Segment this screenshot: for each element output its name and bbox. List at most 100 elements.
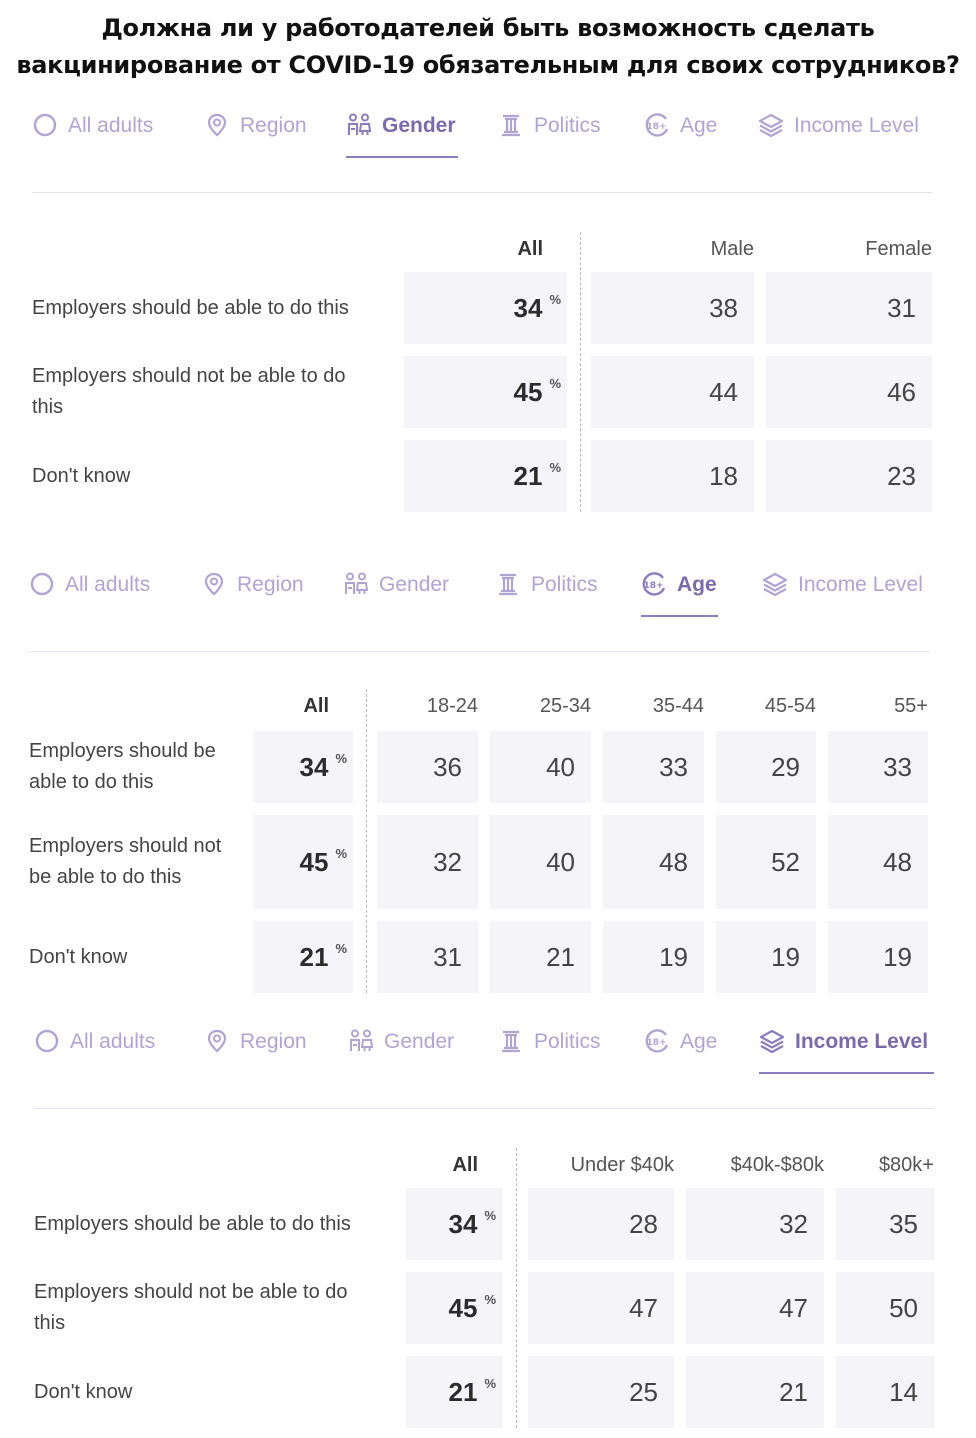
layers-icon: [759, 1028, 785, 1054]
cell-value: 52: [716, 815, 816, 909]
tab-label: Age: [680, 114, 718, 137]
tab-politics[interactable]: Politics: [495, 563, 598, 617]
tab-income-level[interactable]: Income Level: [762, 563, 923, 617]
row-label-able: Employers should be able to do this: [34, 1212, 351, 1235]
cell-value: 31: [377, 921, 478, 993]
tab-region[interactable]: Region: [204, 104, 307, 158]
tab-gender[interactable]: Gender: [343, 563, 449, 617]
tab-label: Income Level: [795, 1030, 929, 1053]
tab-label: All adults: [68, 114, 154, 137]
cell-value: 23: [766, 440, 932, 512]
cell-value: 47: [686, 1272, 824, 1344]
cell-all: 34%: [253, 731, 353, 803]
column-header: 18-24: [426, 695, 478, 717]
row-label-not_able: Employers should not be able to do this: [29, 835, 222, 888]
people-icon: [346, 112, 372, 138]
tab-politics[interactable]: Politics: [498, 1020, 601, 1074]
tab-all-adults[interactable]: All adults: [32, 104, 153, 158]
percent-sign: %: [335, 751, 347, 766]
title-line-1: Должна ли у работодателей быть возможнос…: [101, 14, 875, 42]
tab-income-level[interactable]: Income Level: [758, 104, 919, 158]
all-column-separator: [516, 1148, 517, 1428]
tab-politics[interactable]: Politics: [498, 104, 601, 158]
percent-sign: %: [549, 376, 561, 391]
cell-all: 21%: [406, 1356, 502, 1428]
circle-icon: [32, 112, 58, 138]
layers-icon: [758, 112, 784, 138]
tab-income-level[interactable]: Income Level: [759, 1020, 934, 1074]
tab-gender[interactable]: Gender: [348, 1020, 454, 1074]
filter-tabs: All adults Region Gender Politics 18+ Age Inco…: [34, 1020, 934, 1074]
svg-text:18+: 18+: [646, 122, 666, 132]
svg-text:18+: 18+: [643, 581, 663, 591]
tab-all-adults[interactable]: All adults: [29, 563, 150, 617]
cell-value: 29: [716, 731, 816, 803]
circle-icon: [34, 1028, 60, 1054]
tab-age[interactable]: 18+ Age: [644, 104, 717, 158]
tabs-divider: [34, 1108, 934, 1109]
cell-value: 38: [591, 272, 754, 344]
tab-region[interactable]: Region: [204, 1020, 307, 1074]
cell-all: 45%: [406, 1272, 502, 1344]
tab-label: Politics: [534, 1030, 601, 1053]
cell-value: 35: [836, 1188, 934, 1260]
tab-label: Politics: [531, 573, 598, 596]
filter-tabs: All adults Region Gender Politics 18+ Age Inco…: [32, 104, 932, 158]
layers-icon: [762, 571, 788, 597]
cell-value: 47: [528, 1272, 674, 1344]
percent-sign: %: [549, 292, 561, 307]
cell-value: 50: [836, 1272, 934, 1344]
cell-value: 44: [591, 356, 754, 428]
tab-all-adults[interactable]: All adults: [34, 1020, 155, 1074]
cell-all-value: 34: [448, 1208, 478, 1239]
filter-tabs: All adults Region Gender Politics 18+ Age Inco…: [29, 563, 929, 617]
column-header: Male: [710, 238, 754, 260]
tab-label: Income Level: [798, 573, 923, 596]
cell-value: 48: [828, 815, 928, 909]
percent-sign: %: [484, 1292, 496, 1307]
cell-all: 45%: [404, 356, 567, 428]
cell-all: 21%: [404, 440, 567, 512]
tab-label: Region: [240, 1030, 307, 1053]
tab-region[interactable]: Region: [201, 563, 304, 617]
row-label-able: Employers should be able to do this: [29, 740, 216, 793]
tab-label: All adults: [70, 1030, 156, 1053]
column-icon: [498, 112, 524, 138]
tab-age[interactable]: 18+ Age: [641, 563, 718, 617]
tab-gender[interactable]: Gender: [346, 104, 458, 158]
row-label-not_able: Employers should not be able to do this: [32, 365, 346, 418]
percent-sign: %: [335, 941, 347, 956]
all-column-separator: [366, 689, 367, 993]
crosstab-panel-gender: All adults Region Gender Politics 18+ Age Inco…: [32, 104, 932, 524]
cell-value: 19: [603, 921, 704, 993]
tabs-divider: [29, 651, 929, 652]
cell-value: 32: [377, 815, 478, 909]
row-label-dont_know: Don't know: [32, 464, 131, 487]
cell-all: 45%: [253, 815, 353, 909]
cell-value: 19: [828, 921, 928, 993]
cell-all-value: 45: [513, 376, 543, 407]
column-header-all: All: [303, 695, 329, 717]
cell-all-value: 21: [448, 1376, 478, 1407]
page-title: Должна ли у работодателей быть возможнос…: [0, 10, 976, 84]
cell-value: 31: [766, 272, 932, 344]
cell-all-value: 21: [299, 941, 329, 972]
cell-value: 28: [528, 1188, 674, 1260]
tab-age[interactable]: 18+ Age: [644, 1020, 717, 1074]
row-label-dont_know: Don't know: [29, 945, 128, 968]
all-column-separator: [580, 232, 581, 512]
column-header-all: All: [517, 238, 543, 260]
age-18-icon: 18+: [644, 1028, 670, 1054]
percent-sign: %: [549, 460, 561, 475]
column-header: $40k-$80k: [730, 1154, 824, 1176]
tab-label: Region: [237, 573, 304, 596]
location-pin-icon: [201, 571, 227, 597]
cell-value: 14: [836, 1356, 934, 1428]
cell-value: 25: [528, 1356, 674, 1428]
cell-value: 18: [591, 440, 754, 512]
tab-label: Gender: [384, 1030, 455, 1053]
tab-label: Politics: [534, 114, 601, 137]
people-icon: [348, 1028, 374, 1054]
tab-label: Age: [680, 1030, 718, 1053]
cell-value: 19: [716, 921, 816, 993]
